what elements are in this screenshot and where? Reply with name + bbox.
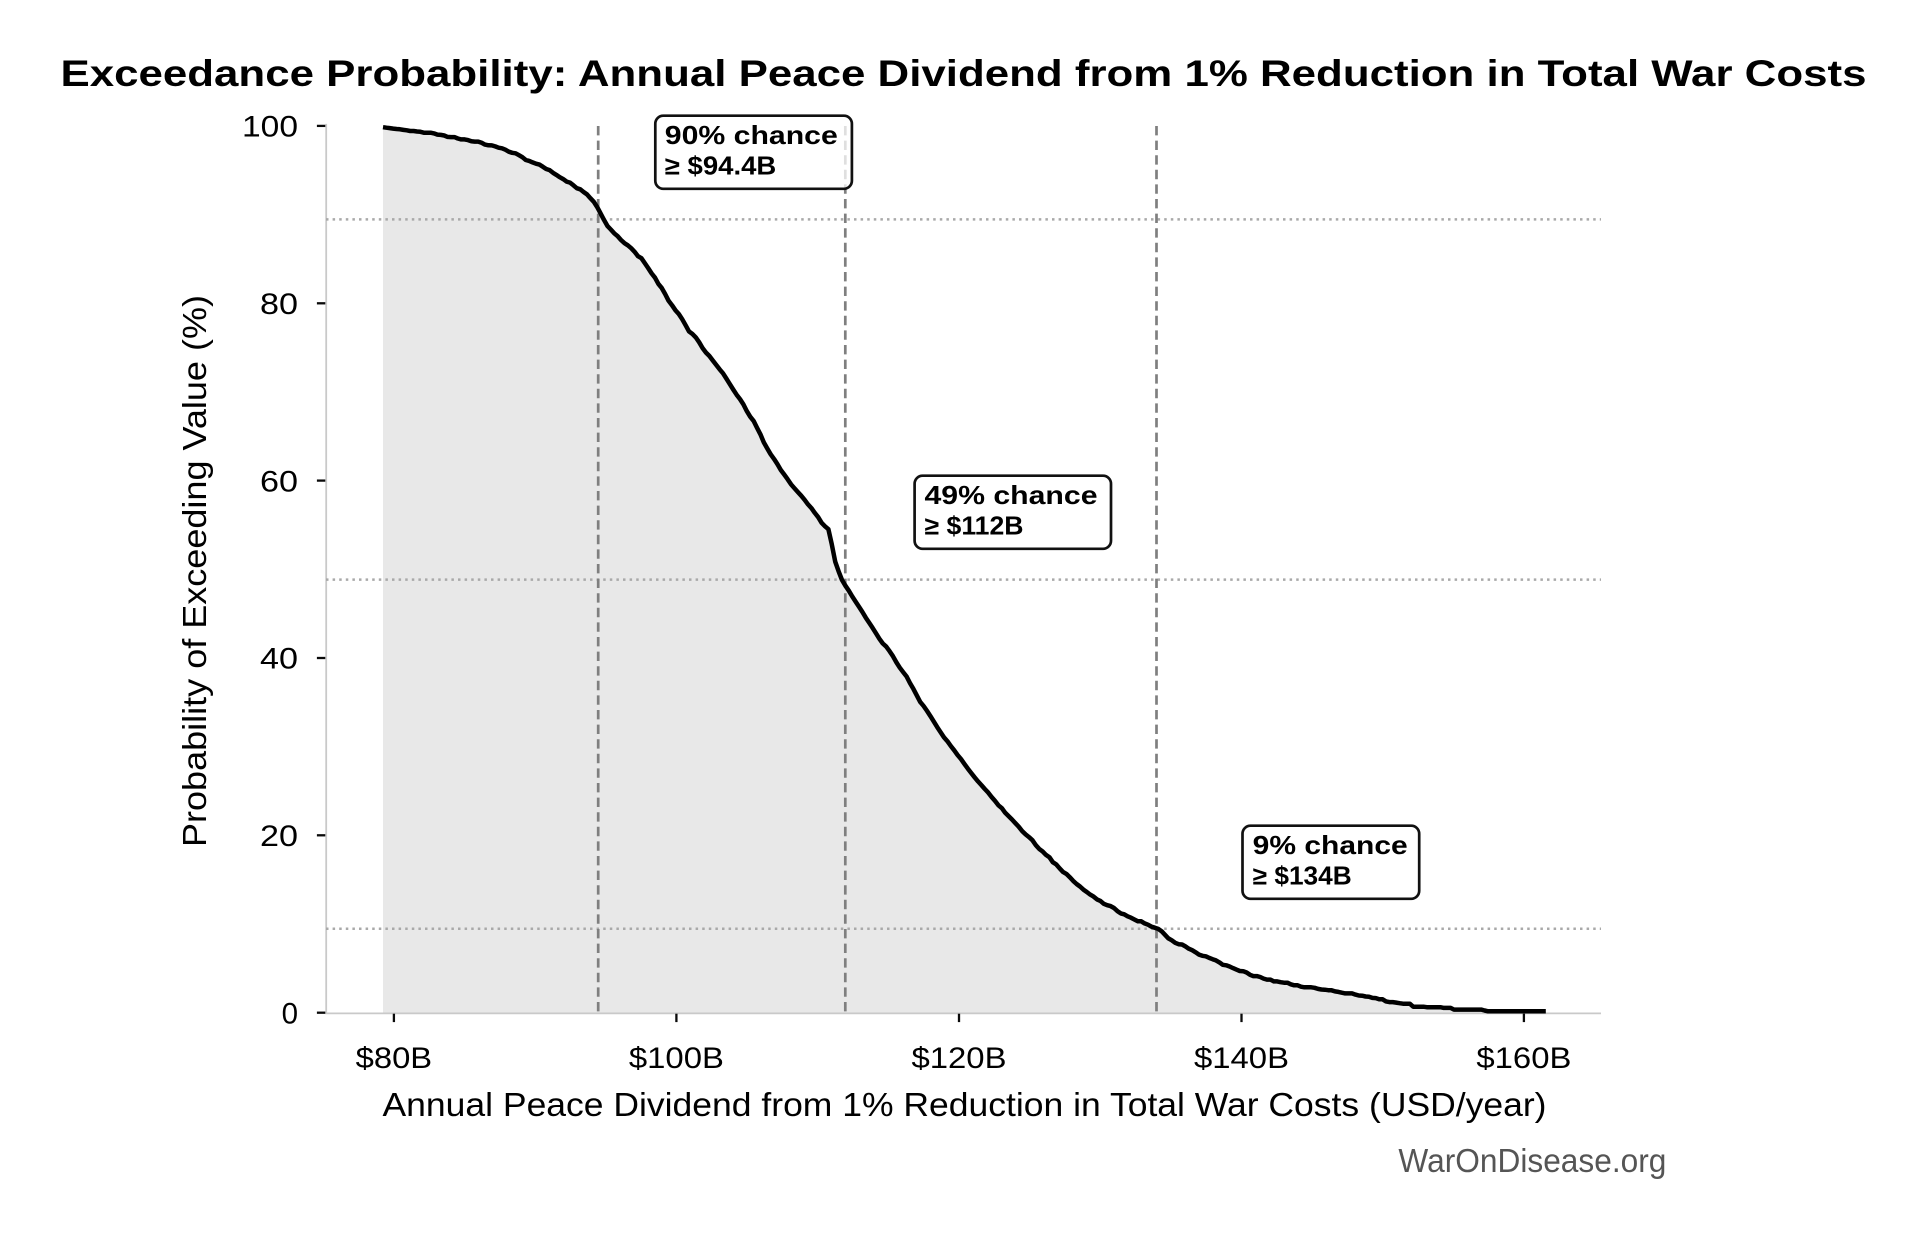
svg-text:$140B: $140B xyxy=(1194,1042,1289,1075)
svg-text:≥ $134B: ≥ $134B xyxy=(1253,863,1352,891)
svg-text:WarOnDisease.org: WarOnDisease.org xyxy=(1398,1143,1666,1180)
svg-text:80: 80 xyxy=(260,288,298,321)
svg-text:$80B: $80B xyxy=(356,1042,433,1075)
svg-text:$160B: $160B xyxy=(1476,1042,1571,1075)
svg-text:$120B: $120B xyxy=(912,1042,1007,1075)
svg-text:Exceedance Probability: Annual: Exceedance Probability: Annual Peace Div… xyxy=(61,52,1867,94)
svg-text:≥ $112B: ≥ $112B xyxy=(925,513,1024,541)
svg-text:0: 0 xyxy=(282,997,298,1030)
svg-text:9% chance: 9% chance xyxy=(1253,832,1408,860)
svg-text:90% chance: 90% chance xyxy=(665,122,838,150)
svg-text:60: 60 xyxy=(260,465,298,498)
svg-text:$100B: $100B xyxy=(629,1042,724,1075)
svg-text:20: 20 xyxy=(260,820,298,853)
svg-text:Annual Peace Dividend from 1%: Annual Peace Dividend from 1% Reduction … xyxy=(383,1086,1547,1123)
svg-text:49% chance: 49% chance xyxy=(925,482,1098,510)
svg-text:Probability of Exceeding Value: Probability of Exceeding Value (%) xyxy=(176,295,213,847)
svg-text:≥ $94.4B: ≥ $94.4B xyxy=(665,153,777,181)
svg-text:100: 100 xyxy=(242,111,298,144)
svg-text:40: 40 xyxy=(260,643,298,676)
